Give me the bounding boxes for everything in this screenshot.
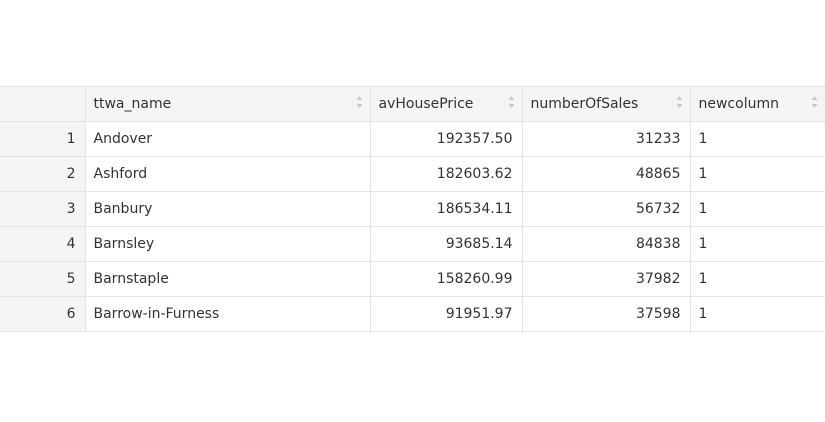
cell-number-of-sales: 37982 [522, 261, 691, 297]
column-header-av-house-price[interactable]: avHousePrice [370, 86, 523, 122]
column-header-label: ttwa_name [93, 96, 172, 112]
column-header-label: numberOfSales [530, 96, 639, 112]
cell-newcolumn: 1 [690, 191, 825, 227]
row-index: 5 [0, 261, 86, 297]
data-table: ttwa_name avHousePrice numberOfSales new… [0, 86, 825, 332]
header-row: ttwa_name avHousePrice numberOfSales new… [0, 86, 825, 122]
cell-ttwa-name: Andover [85, 121, 371, 157]
cell-ttwa-name: Banbury [85, 191, 371, 227]
row-index: 2 [0, 156, 86, 192]
table-row: 3 Banbury 186534.11 56732 1 [0, 191, 825, 227]
cell-ttwa-name: Barrow-in-Furness [85, 296, 371, 332]
sort-arrows-icon[interactable] [811, 95, 818, 109]
cell-newcolumn: 1 [690, 226, 825, 262]
cell-number-of-sales: 37598 [522, 296, 691, 332]
cell-number-of-sales: 84838 [522, 226, 691, 262]
column-header-number-of-sales[interactable]: numberOfSales [522, 86, 691, 122]
sort-arrows-icon[interactable] [508, 95, 515, 109]
cell-av-house-price: 186534.11 [370, 191, 523, 227]
table-row: 4 Barnsley 93685.14 84838 1 [0, 226, 825, 262]
cell-av-house-price: 91951.97 [370, 296, 523, 332]
cell-ttwa-name: Barnsley [85, 226, 371, 262]
column-header-label: newcolumn [698, 96, 779, 112]
cell-av-house-price: 93685.14 [370, 226, 523, 262]
sort-arrows-icon[interactable] [356, 95, 363, 109]
cell-number-of-sales: 56732 [522, 191, 691, 227]
cell-ttwa-name: Barnstaple [85, 261, 371, 297]
cell-newcolumn: 1 [690, 121, 825, 157]
column-header-label: avHousePrice [378, 96, 474, 112]
column-header-ttwa-name[interactable]: ttwa_name [85, 86, 371, 122]
table-row: 5 Barnstaple 158260.99 37982 1 [0, 261, 825, 297]
cell-number-of-sales: 48865 [522, 156, 691, 192]
cell-ttwa-name: Ashford [85, 156, 371, 192]
cell-newcolumn: 1 [690, 296, 825, 332]
table-row: 6 Barrow-in-Furness 91951.97 37598 1 [0, 296, 825, 332]
row-index: 4 [0, 226, 86, 262]
cell-av-house-price: 182603.62 [370, 156, 523, 192]
table-header: ttwa_name avHousePrice numberOfSales new… [0, 86, 825, 122]
cell-newcolumn: 1 [690, 156, 825, 192]
sort-arrows-icon[interactable] [676, 95, 683, 109]
table-row: 2 Ashford 182603.62 48865 1 [0, 156, 825, 192]
cell-number-of-sales: 31233 [522, 121, 691, 157]
row-index: 6 [0, 296, 86, 332]
cell-av-house-price: 192357.50 [370, 121, 523, 157]
column-header-newcolumn[interactable]: newcolumn [690, 86, 825, 122]
table-body: 1 Andover 192357.50 31233 1 2 Ashford 18… [0, 121, 825, 332]
column-header-index [0, 86, 86, 122]
cell-av-house-price: 158260.99 [370, 261, 523, 297]
row-index: 3 [0, 191, 86, 227]
table-row: 1 Andover 192357.50 31233 1 [0, 121, 825, 157]
row-index: 1 [0, 121, 86, 157]
cell-newcolumn: 1 [690, 261, 825, 297]
